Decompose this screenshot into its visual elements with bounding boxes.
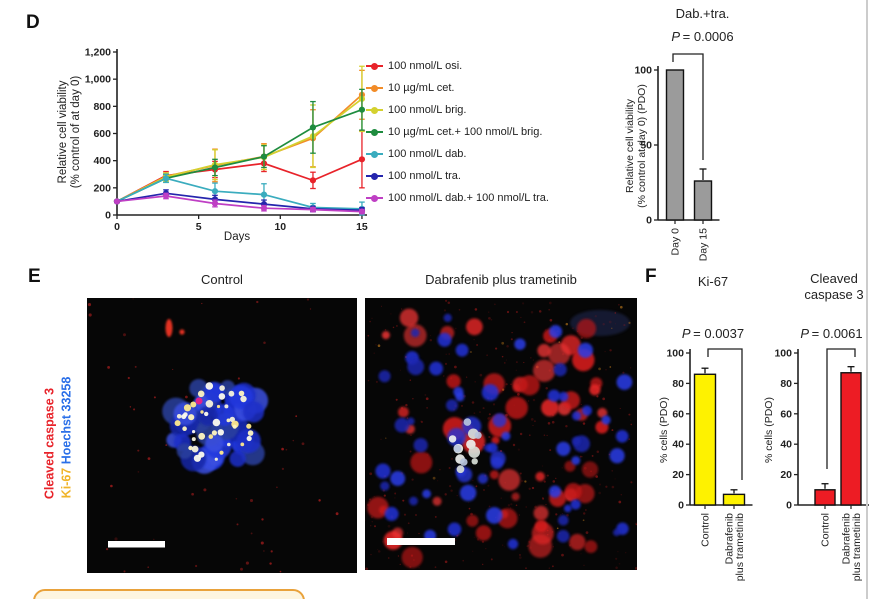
svg-text:20: 20: [780, 469, 792, 481]
svg-text:600: 600: [93, 128, 111, 140]
treated-image-title: Dabrafenib plus trametinib: [425, 272, 577, 287]
legend-item: 10 µg/mL cet.: [366, 77, 549, 99]
svg-text:Day 15: Day 15: [698, 228, 710, 261]
svg-text:0: 0: [678, 500, 684, 512]
y-axis-title-line1: Relative cell viability: [624, 99, 636, 193]
series-marker-icon: [366, 150, 383, 159]
panel-d-label: D: [26, 12, 40, 33]
legend-item: 100 nmol/L osi.: [366, 55, 549, 77]
stain-label-hoechst: Hoechst 33258: [59, 376, 74, 465]
svg-text:100: 100: [774, 348, 792, 360]
control-microscopy-image: [87, 298, 357, 573]
legend-item: 100 nmol/L dab.+ 100 nmol/L tra.: [366, 187, 549, 209]
p-number: = 0.0061: [811, 326, 863, 341]
svg-text:Control: Control: [820, 513, 832, 547]
y-axis-title-line2: (% control at day 0) (PDO): [636, 84, 648, 208]
ki67-p-value: P = 0.0037: [673, 326, 753, 341]
svg-text:Day 0: Day 0: [670, 228, 682, 256]
svg-text:0: 0: [786, 500, 792, 512]
svg-text:10: 10: [274, 221, 286, 233]
legend-item: 10 µg/mL cet.+ 100 nmol/L brig.: [366, 121, 549, 143]
svg-text:plus trametinib: plus trametinib: [734, 513, 746, 581]
svg-text:800: 800: [93, 101, 111, 113]
scale-bar: [108, 541, 165, 548]
cc3-y-axis-title: % cells (PDO): [763, 397, 775, 463]
svg-text:50: 50: [640, 140, 652, 152]
ki67-chart-title: Ki-67: [697, 274, 729, 289]
legend-label: 100 nmol/L brig.: [388, 104, 467, 116]
y-axis-title-line2: (% control of at day 0): [70, 75, 82, 189]
panel-f-label: F: [645, 266, 657, 287]
control-image-title: Control: [201, 272, 243, 287]
p-number: = 0.0037: [693, 326, 745, 341]
svg-text:Control: Control: [700, 513, 712, 547]
line-chart-legend: 100 nmol/L osi. 10 µg/mL cet. 100 nmol/L…: [366, 55, 549, 209]
line-chart-x-axis-title: Days: [223, 231, 251, 243]
treated-microscopy-image: [365, 298, 637, 570]
svg-text:80: 80: [672, 378, 684, 390]
stain-label-cleaved-caspase-3: Cleaved caspase 3: [42, 387, 57, 500]
legend-label: 100 nmol/L osi.: [388, 60, 463, 72]
svg-text:15: 15: [356, 221, 368, 233]
series-marker-icon: [366, 62, 383, 71]
svg-text:0: 0: [105, 210, 111, 222]
series-marker-icon: [366, 194, 383, 203]
svg-text:80: 80: [780, 378, 792, 390]
dab-tra-y-axis-title: Relative cell viability (% control at da…: [624, 71, 648, 221]
note-highlight-box: [33, 589, 305, 599]
ki67-y-axis-title: % cells (PDO): [658, 397, 670, 463]
p-symbol: P: [800, 326, 810, 341]
legend-item: 100 nmol/L tra.: [366, 165, 549, 187]
legend-item: 100 nmol/L brig.: [366, 99, 549, 121]
svg-text:plus trametinib: plus trametinib: [851, 513, 863, 581]
p-number: = 0.0006: [682, 29, 734, 44]
legend-label: 100 nmol/L tra.: [388, 170, 461, 182]
svg-text:60: 60: [672, 408, 684, 420]
panel-e-label: E: [28, 266, 41, 287]
dab-tra-bar-chart: 0 50 100 Day 0 Day 15: [634, 53, 720, 261]
legend-label: 100 nmol/L dab.+ 100 nmol/L tra.: [388, 192, 549, 204]
page-edge-line: [866, 0, 868, 599]
p-symbol: P: [681, 326, 691, 341]
cleaved-caspase3-chart-title: Cleaved caspase 3: [804, 271, 864, 302]
cc3-p-value: P = 0.0061: [790, 326, 873, 341]
svg-text:20: 20: [672, 469, 684, 481]
dab-tra-p-value: P = 0.0006: [640, 29, 765, 44]
svg-text:400: 400: [93, 155, 111, 167]
legend-item: 100 nmol/L dab.: [366, 143, 549, 165]
series-marker-icon: [366, 106, 383, 115]
stain-label-ki67-hoechst: Ki-67 Hoechst 33258: [60, 363, 75, 513]
legend-label: 10 µg/mL cet.: [388, 82, 455, 94]
svg-text:100: 100: [666, 348, 684, 360]
svg-text:100: 100: [634, 65, 652, 77]
y-axis-title-line1: Relative cell viability: [57, 80, 69, 184]
svg-text:40: 40: [780, 439, 792, 451]
svg-text:0: 0: [646, 215, 652, 227]
svg-text:Dabrafenib: Dabrafenib: [840, 513, 852, 565]
svg-text:60: 60: [780, 408, 792, 420]
svg-text:5: 5: [196, 221, 202, 233]
svg-text:1,200: 1,200: [85, 47, 111, 59]
svg-text:40: 40: [672, 439, 684, 451]
viability-line-chart: 0 200 400 600 800 1,000 1,200 0 5 10 15: [85, 47, 368, 234]
legend-label: 10 µg/mL cet.+ 100 nmol/L brig.: [388, 126, 543, 138]
svg-text:1,000: 1,000: [85, 74, 111, 86]
svg-text:0: 0: [114, 221, 120, 233]
series-marker-icon: [366, 172, 383, 181]
dab-tra-chart-title: Dab.+tra.: [675, 6, 730, 21]
scale-bar: [387, 538, 455, 545]
p-symbol: P: [671, 29, 681, 44]
legend-label: 100 nmol/L dab.: [388, 148, 467, 160]
svg-text:Dabrafenib: Dabrafenib: [723, 513, 735, 565]
series-marker-icon: [366, 84, 383, 93]
stain-label-ki67: Ki-67: [59, 467, 74, 499]
line-chart-y-axis-title: Relative cell viability (% control of at…: [57, 47, 83, 217]
svg-text:200: 200: [93, 182, 111, 194]
series-marker-icon: [366, 128, 383, 137]
